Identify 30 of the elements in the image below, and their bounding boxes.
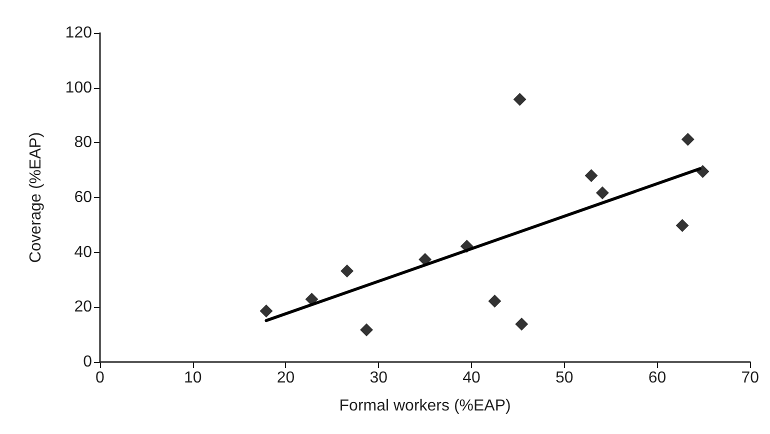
- x-tick-label: 70: [741, 370, 760, 386]
- point: [596, 186, 609, 200]
- point: [488, 294, 502, 308]
- y-tick-label: 120: [65, 24, 92, 42]
- y-tick-label: 0: [83, 354, 92, 370]
- x-tick-label: 10: [184, 370, 202, 386]
- y-tick-label: 20: [74, 298, 92, 316]
- x-tick-label: 0: [96, 370, 105, 386]
- point: [360, 323, 374, 336]
- point: [418, 252, 432, 266]
- point: [676, 218, 689, 232]
- point: [513, 92, 526, 106]
- point: [515, 318, 528, 331]
- x-tick-label: 20: [276, 370, 295, 386]
- x-axis-title: Formal workers (%EAP): [339, 398, 511, 414]
- point: [696, 164, 710, 178]
- y-tick-label: 100: [65, 79, 92, 96]
- y-tick-label: 40: [74, 244, 92, 261]
- y-tick-label: 60: [74, 189, 92, 206]
- point: [584, 169, 598, 182]
- point: [305, 292, 318, 306]
- x-tick-label: 40: [462, 370, 480, 386]
- x-tick-label: 30: [370, 370, 388, 386]
- y-tick-label: 80: [74, 134, 92, 152]
- point: [681, 132, 694, 146]
- point: [340, 264, 354, 278]
- x-tick-label: 60: [648, 370, 666, 386]
- y-axis-title: Coverage (%EAP): [28, 132, 44, 263]
- point: [260, 304, 273, 318]
- x-tick-label: 50: [555, 370, 574, 386]
